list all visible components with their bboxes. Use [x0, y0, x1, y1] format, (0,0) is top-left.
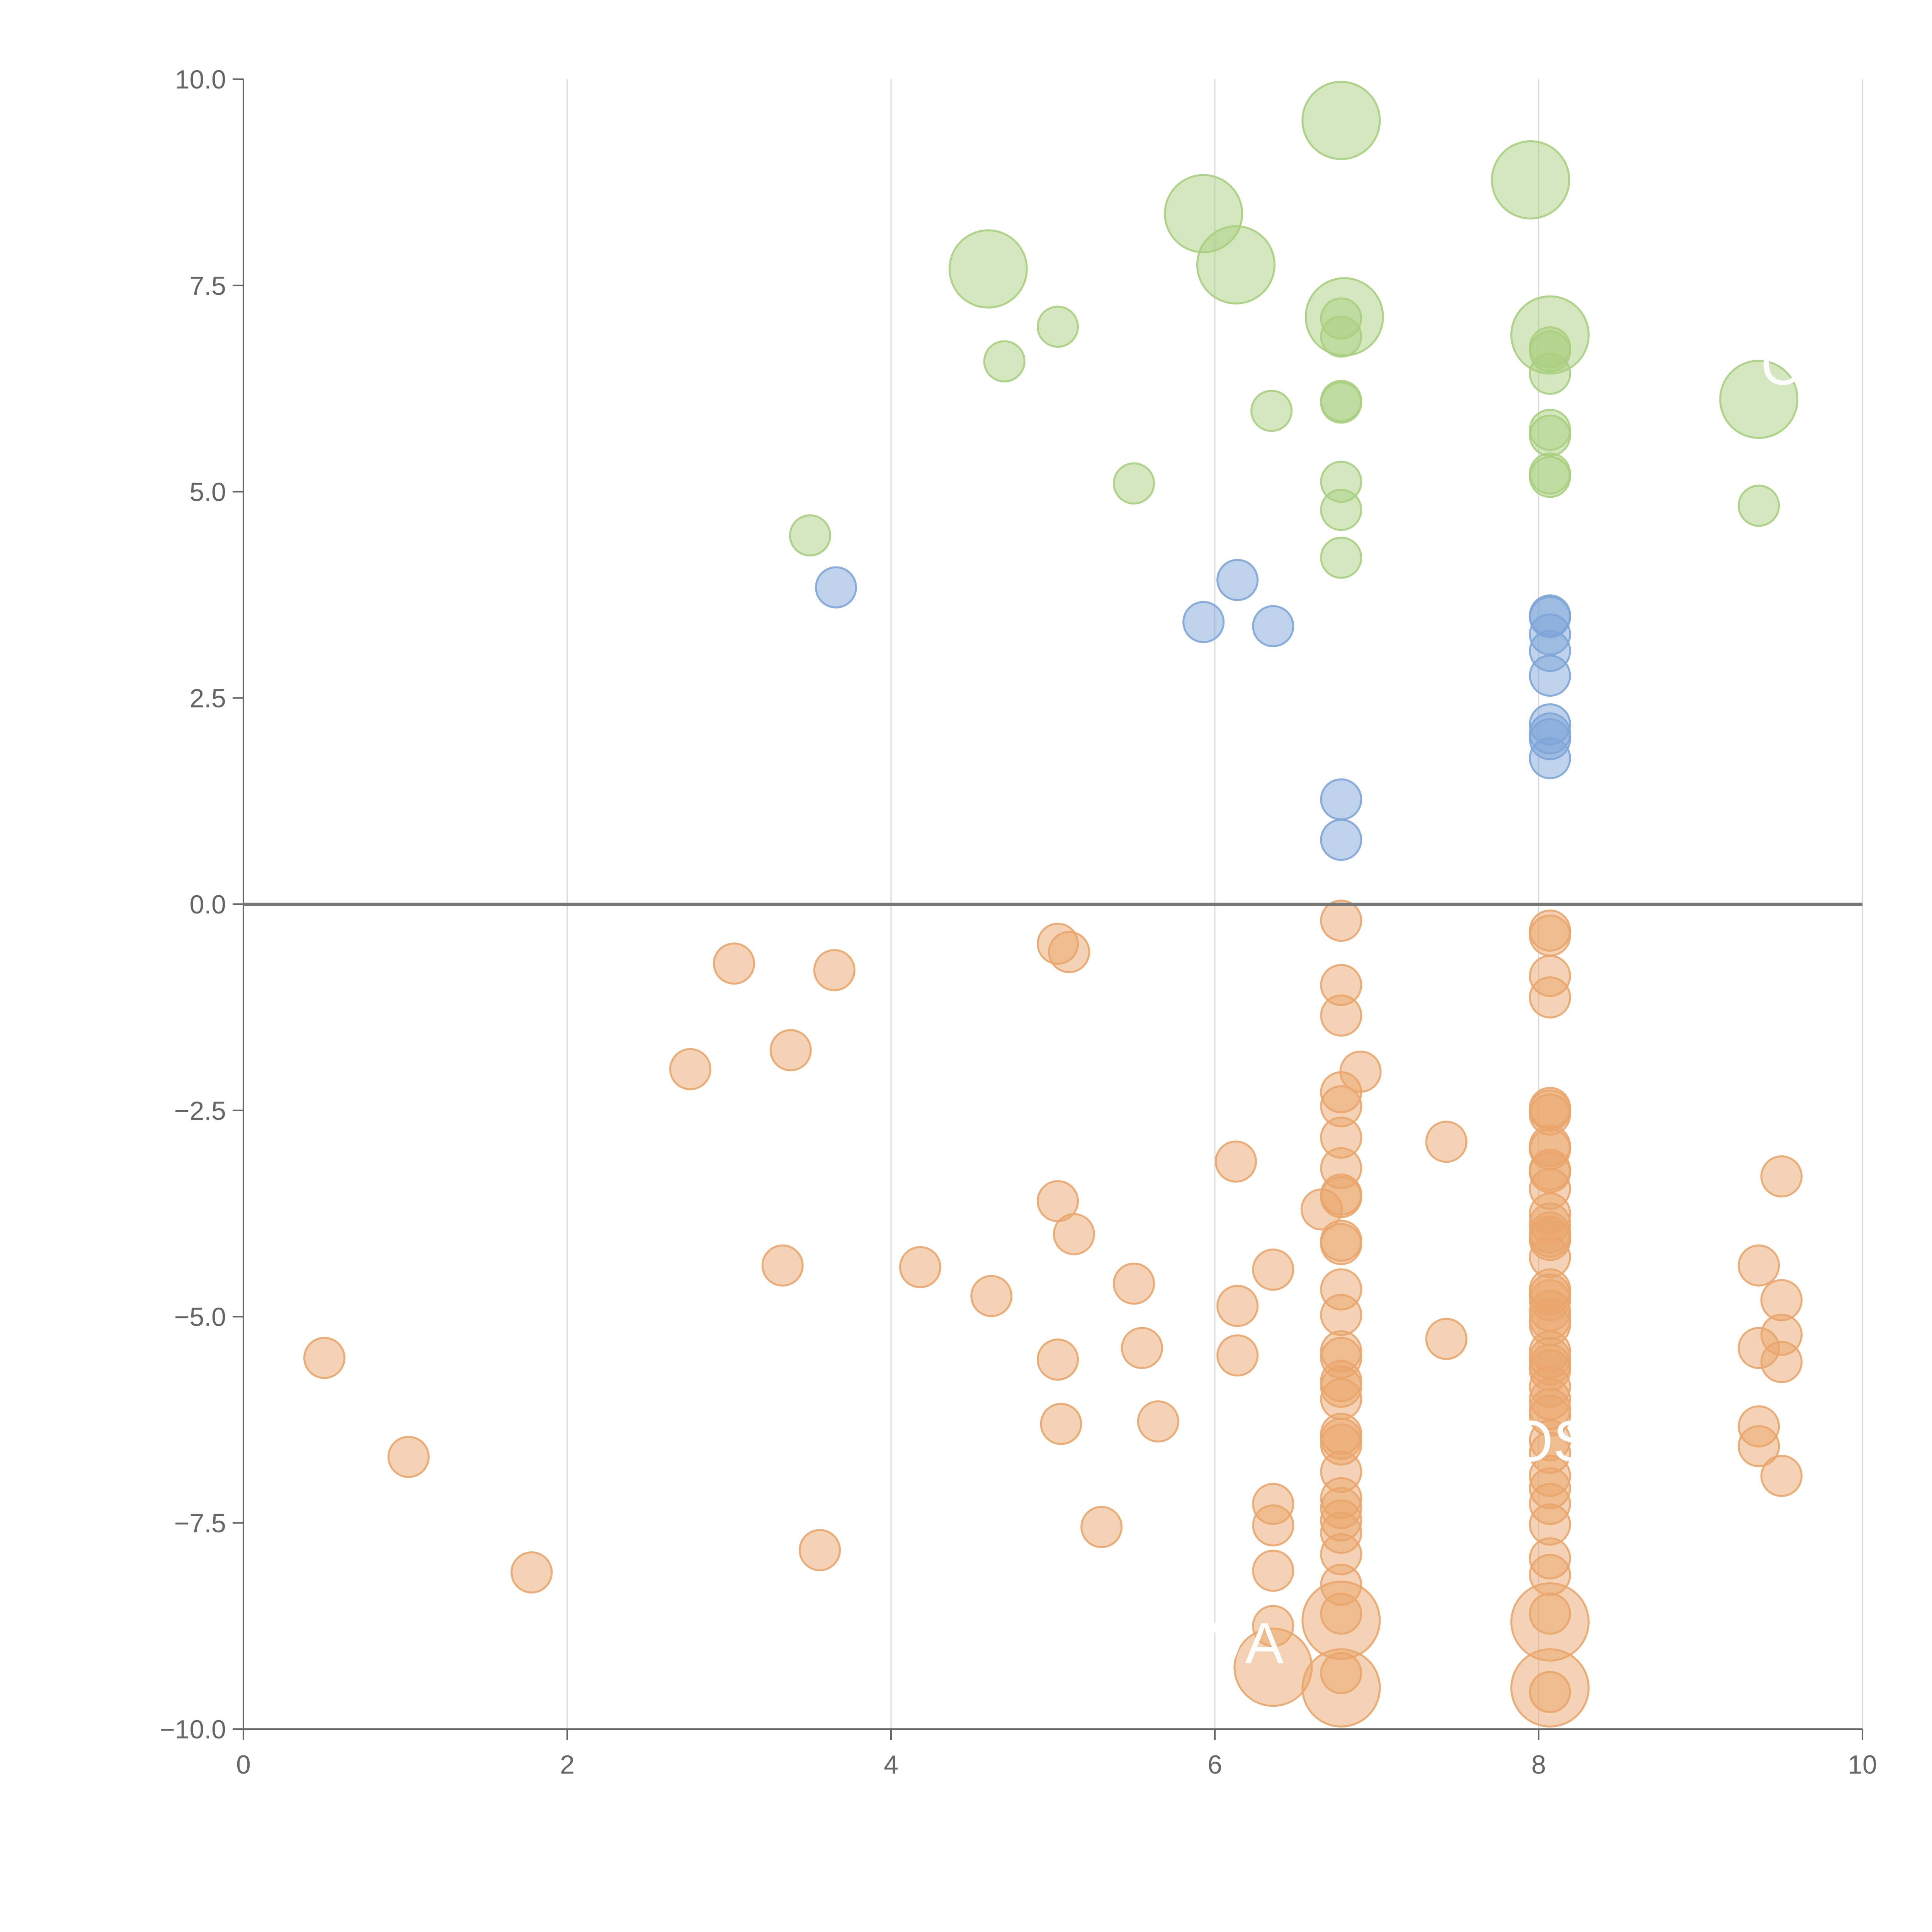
x-tick-label: 8	[1531, 1750, 1546, 1779]
data-point	[1037, 1338, 1079, 1381]
bubble-layer	[303, 81, 1803, 1728]
data-point	[1425, 1121, 1468, 1163]
data-point	[1320, 380, 1362, 422]
series-green	[789, 81, 1799, 579]
data-point	[1080, 1506, 1123, 1548]
data-point	[1529, 408, 1571, 451]
data-point	[1182, 601, 1225, 643]
data-point	[1216, 1334, 1259, 1377]
data-point	[1529, 914, 1571, 957]
data-point	[1040, 1403, 1082, 1445]
y-tick-label: 10.0	[175, 65, 226, 94]
data-point	[1113, 1262, 1155, 1305]
x-tick-label: 0	[236, 1750, 251, 1779]
data-point	[1320, 536, 1362, 579]
data-point	[1760, 1341, 1803, 1383]
axis-layer: −10.0 −7.5 −5.0 −2.5 0.0 2.5 5.0 7.5 10.0 0 2 4 6 8 10	[160, 65, 1877, 1779]
y-tick-label: 2.5	[189, 684, 226, 713]
data-point	[1304, 277, 1384, 357]
data-point	[1738, 485, 1780, 527]
data-point	[970, 1275, 1013, 1317]
data-point	[1738, 1244, 1780, 1287]
data-point	[1738, 1425, 1780, 1468]
data-point	[1048, 931, 1090, 973]
data-point	[815, 566, 857, 609]
x-tick-label: 10	[1848, 1750, 1877, 1779]
data-point	[1214, 1140, 1257, 1183]
y-tick-label: 5.0	[189, 478, 226, 507]
data-point	[1529, 703, 1571, 746]
data-point	[1196, 225, 1276, 304]
x-tick-label: 2	[560, 1750, 575, 1779]
series-orange	[303, 900, 1803, 1728]
x-tick-label: 6	[1208, 1750, 1222, 1779]
data-point	[1320, 900, 1362, 942]
data-point	[948, 229, 1028, 309]
data-point	[1760, 1455, 1803, 1497]
data-point	[1250, 389, 1293, 432]
x-tick-label: 4	[884, 1750, 898, 1779]
data-point	[1301, 1580, 1381, 1660]
data-point	[1320, 461, 1362, 503]
y-tick-label: 7.5	[189, 271, 226, 301]
data-point	[1301, 1648, 1381, 1728]
y-tick-label: −10.0	[160, 1715, 226, 1744]
data-point	[713, 942, 755, 985]
data-point	[1121, 1327, 1163, 1369]
data-point	[799, 1529, 841, 1571]
data-point	[1529, 594, 1571, 637]
data-point	[1510, 1648, 1590, 1728]
data-point	[899, 1246, 941, 1288]
y-tick-label: 0.0	[189, 890, 226, 919]
data-point	[1113, 462, 1155, 505]
data-point	[1252, 605, 1294, 648]
data-point	[1037, 306, 1079, 348]
data-point	[1216, 559, 1259, 601]
data-point	[1137, 1400, 1179, 1443]
data-point	[983, 340, 1026, 383]
data-point	[1320, 818, 1362, 861]
y-tick-label: −2.5	[174, 1096, 226, 1126]
data-point	[1320, 778, 1362, 821]
data-point	[813, 949, 855, 992]
annotation-layer: OS VA Co	[1211, 332, 1835, 1675]
data-point	[1320, 1176, 1362, 1218]
data-point	[1529, 452, 1571, 495]
data-point	[1425, 1318, 1468, 1360]
data-point	[789, 514, 831, 557]
data-point	[387, 1435, 430, 1478]
data-point	[1216, 1285, 1259, 1327]
data-point	[1320, 994, 1362, 1037]
data-point	[761, 1244, 804, 1287]
data-point	[1252, 1248, 1294, 1291]
series-blue	[815, 559, 1571, 861]
data-point	[1320, 1294, 1362, 1336]
point-annotation: OS	[1508, 1408, 1592, 1473]
y-tick-label: −5.0	[174, 1303, 226, 1332]
data-point	[303, 1337, 345, 1379]
point-annotation: Co	[1761, 332, 1835, 397]
data-point	[1301, 81, 1381, 160]
data-point	[1053, 1213, 1095, 1255]
data-point	[1719, 359, 1799, 439]
data-point	[1760, 1155, 1803, 1198]
data-point	[1491, 140, 1570, 219]
data-point	[510, 1551, 553, 1594]
y-tick-label: −7.5	[174, 1509, 226, 1538]
data-point	[1320, 1223, 1362, 1265]
data-point	[1252, 1549, 1294, 1592]
data-point	[1510, 295, 1590, 375]
data-point	[1529, 976, 1571, 1019]
data-point	[1252, 1504, 1294, 1547]
data-point	[669, 1048, 711, 1090]
data-point	[769, 1029, 812, 1071]
point-annotation: VA	[1211, 1611, 1284, 1675]
